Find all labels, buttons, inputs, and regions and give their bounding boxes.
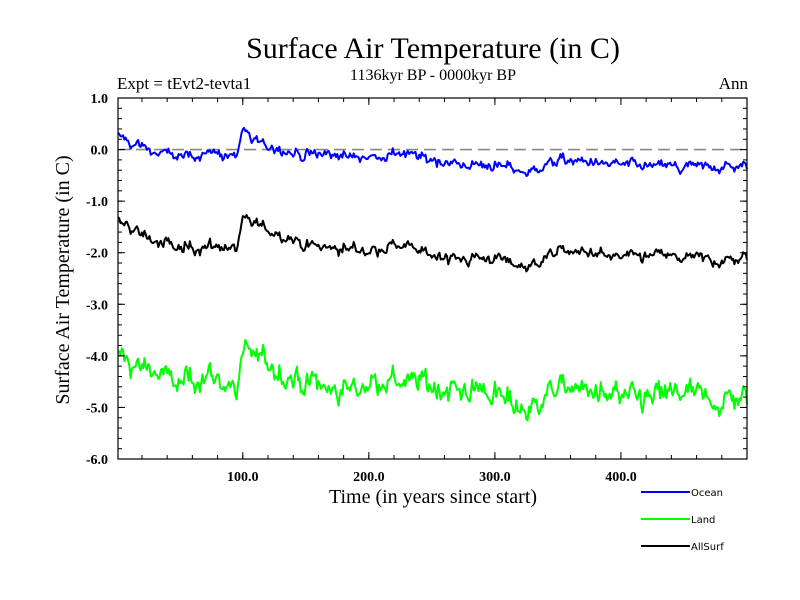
- legend-label-allsurf: AllSurf: [691, 542, 724, 553]
- x-tick-label: 300.0: [479, 470, 511, 485]
- y-tick-label: -3.0: [86, 298, 108, 313]
- y-tick-label: -1.0: [86, 195, 108, 210]
- x-tick-label: 400.0: [605, 470, 637, 485]
- plot-frame: [117, 97, 748, 460]
- y-tick-label: -6.0: [86, 453, 108, 468]
- y-tick-label: -4.0: [86, 350, 108, 365]
- legend-label-land: Land: [691, 515, 715, 526]
- x-tick-label: 200.0: [353, 470, 385, 485]
- y-tick-label: 0.0: [91, 144, 109, 159]
- x-tick-label: 100.0: [227, 470, 259, 485]
- chart-title: Surface Air Temperature (in C): [246, 32, 620, 65]
- legend: Ocean Land AllSurf: [641, 488, 724, 553]
- y-axis-label: Surface Air Temperature (in C): [52, 155, 74, 404]
- series-line-allsurf: [117, 214, 748, 273]
- series-line-ocean: [117, 126, 748, 177]
- y-tick-label: -5.0: [86, 401, 108, 416]
- y-tick-label: -2.0: [86, 247, 108, 262]
- plot-area: [117, 97, 748, 460]
- series-line-land: [117, 338, 748, 422]
- chart-subtitle: 1136kyr BP - 0000kyr BP: [350, 67, 516, 84]
- season-label: Ann: [719, 74, 749, 93]
- expt-label: Expt = tEvt2-tevta1: [117, 74, 251, 93]
- legend-label-ocean: Ocean: [691, 488, 723, 499]
- y-tick-label: 1.0: [91, 92, 109, 107]
- x-axis-label: Time (in years since start): [329, 486, 537, 508]
- axis-ticks: 1.0 0.0 -1.0 -2.0 -3.0 -4.0 -5.0 -6.0 100.0 200.0…: [86, 92, 747, 485]
